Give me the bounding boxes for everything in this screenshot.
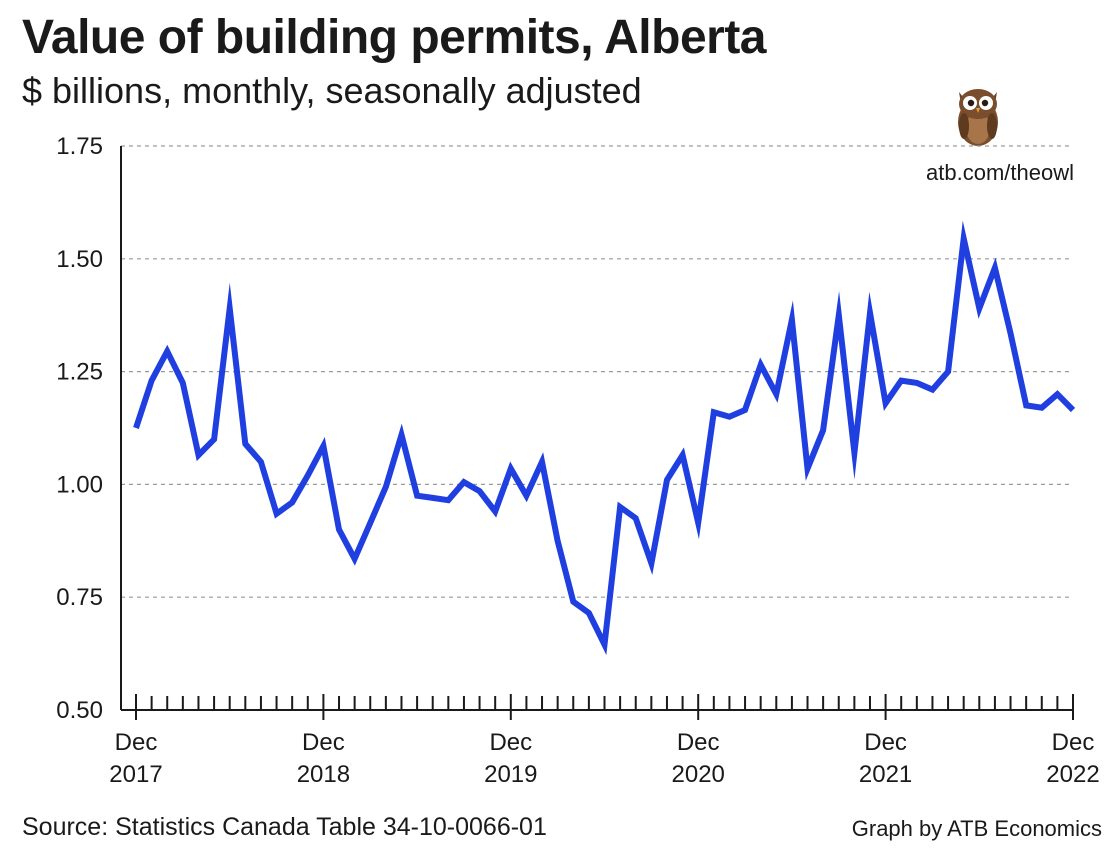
chart-title: Value of building permits, Alberta: [22, 11, 767, 64]
x-tick-label-month: Dec: [302, 729, 345, 756]
y-tick-label: 1.50: [56, 246, 103, 273]
y-tick-label: 0.50: [56, 697, 103, 724]
x-tick-label-month: Dec: [489, 729, 532, 756]
y-tick-label: 1.75: [56, 133, 103, 160]
x-tick-label-month: Dec: [115, 729, 158, 756]
owl-url: atb.com/theowl: [926, 160, 1074, 185]
y-tick-label: 0.75: [56, 584, 103, 611]
y-tick-label: 1.25: [56, 359, 103, 386]
x-tick-label-year: 2018: [297, 761, 350, 788]
chart-subtitle: $ billions, monthly, seasonally adjusted: [22, 70, 642, 111]
credit-note: Graph by ATB Economics: [851, 816, 1102, 841]
x-tick-label-year: 2021: [859, 761, 912, 788]
y-tick-label: 1.00: [56, 471, 103, 498]
x-tick-label-year: 2020: [672, 761, 725, 788]
x-tick-label-month: Dec: [864, 729, 907, 756]
x-tick-label-month: Dec: [1052, 729, 1095, 756]
owl-icon: [958, 89, 998, 146]
x-tick-label-year: 2017: [109, 761, 162, 788]
x-tick-label-month: Dec: [677, 729, 720, 756]
x-tick-label-year: 2022: [1046, 761, 1099, 788]
source-note: Source: Statistics Canada Table 34-10-00…: [22, 813, 547, 841]
series-line: [133, 220, 1076, 656]
x-tick-label-year: 2019: [484, 761, 537, 788]
